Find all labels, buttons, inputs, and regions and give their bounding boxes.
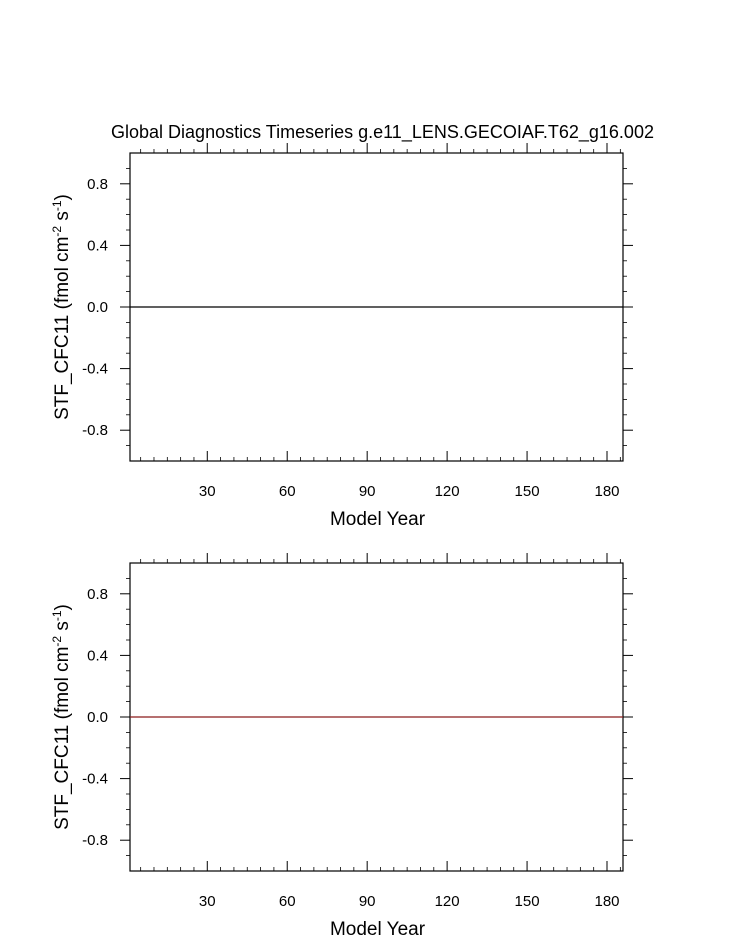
y-axis-label-part: s	[52, 211, 73, 226]
y-axis-label-part: -1	[50, 200, 64, 211]
y-tick-label: 0.0	[87, 299, 108, 316]
x-tick-label: 120	[435, 893, 460, 910]
y-axis-label-part: -2	[50, 636, 64, 647]
y-tick-label: -0.8	[82, 832, 108, 849]
y-tick-label: 0.0	[87, 709, 108, 726]
chart-panel-1: Global Diagnostics Timeseries g.e11_LENS…	[50, 122, 654, 530]
y-tick-label: -0.4	[82, 771, 108, 788]
x-tick-label: 150	[515, 483, 540, 500]
y-axis-label-part: STF_CFC11 (fmol cm	[52, 237, 73, 420]
y-tick-label: 0.4	[87, 647, 108, 664]
y-axis-label-part: STF_CFC11 (fmol cm	[52, 647, 73, 830]
x-tick-label: 150	[515, 893, 540, 910]
chart-title: Global Diagnostics Timeseries g.e11_LENS…	[111, 122, 654, 143]
y-axis-label: STF_CFC11 (fmol cm-2 s-1)	[50, 194, 73, 420]
x-tick-label: 180	[594, 893, 619, 910]
y-axis-label: STF_CFC11 (fmol cm-2 s-1)	[50, 604, 73, 830]
y-axis-label-part: )	[52, 194, 73, 200]
y-tick-label: -0.4	[82, 361, 108, 378]
y-axis-label-part: -2	[50, 226, 64, 237]
x-axis-label: Model Year	[330, 509, 426, 530]
x-tick-label: 30	[199, 893, 216, 910]
x-tick-label: 60	[279, 483, 296, 500]
y-axis-label-part: )	[52, 604, 73, 610]
y-tick-label: 0.8	[87, 176, 108, 193]
x-tick-label: 60	[279, 893, 296, 910]
x-tick-label: 90	[359, 483, 376, 500]
x-tick-label: 120	[435, 483, 460, 500]
y-axis-label-part: s	[52, 621, 73, 636]
chart-panel-2: 30 60 90 120 150 180 0.8 0.4 0.0 -0.4 -0.8 Model Ye…	[50, 553, 633, 940]
y-tick-label: 0.4	[87, 237, 108, 254]
y-tick-label: -0.8	[82, 422, 108, 439]
x-tick-label: 90	[359, 893, 376, 910]
x-axis-label: Model Year	[330, 919, 426, 940]
x-tick-label: 30	[199, 483, 216, 500]
y-tick-label: 0.8	[87, 586, 108, 603]
y-axis-label-part: -1	[50, 610, 64, 621]
x-tick-label: 180	[594, 483, 619, 500]
